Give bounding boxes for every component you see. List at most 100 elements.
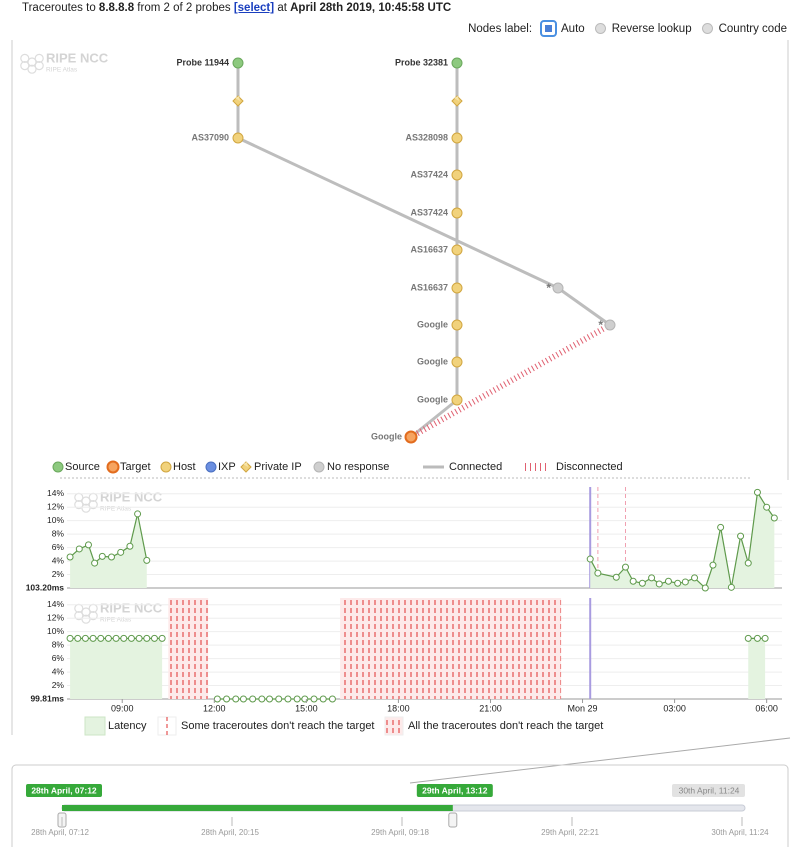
logo-dot [88,610,98,621]
latency-point [648,574,656,582]
legend-item: Host [160,461,196,473]
latency-point [84,541,92,549]
watermark-title: RIPE NCC [100,489,163,504]
y-tick-label: 8% [52,528,65,538]
latency-point [66,634,74,642]
node-label: Google [417,356,448,366]
node-label: AS16637 [410,282,448,292]
logo-dot [81,503,91,513]
x-tick-label: 03:00 [663,703,686,713]
legend-item: Target [106,460,151,474]
y-tick-label: 6% [52,542,65,552]
logo-dot [27,57,37,67]
legend-label: Latency [108,720,147,732]
node-label: Google [417,394,448,404]
timeline-end-label: 30th April, 11:24 [679,785,740,795]
latency-point [744,634,752,642]
latency-point [81,634,89,642]
node-label: AS37424 [410,207,448,217]
latency-point [117,548,125,556]
latency-point [134,510,142,518]
nodes-label-title: Nodes label: [468,22,533,35]
logo-dot [74,500,84,510]
latency-point [266,695,274,703]
timeline-label-box [26,784,102,797]
radio[interactable] [701,23,713,34]
latency-point [310,695,318,703]
latency-point [655,580,663,588]
radio-option[interactable]: Reverse lookup [594,22,692,35]
unreachable-range [168,598,209,699]
node-label: Google [371,431,402,441]
latency-point [763,503,771,511]
latency-point [158,634,166,642]
radio-label: Auto [561,22,585,35]
legend-label: IXP [218,461,236,473]
node-label: Probe 32381 [395,57,448,67]
timeline-tick-label: 28th April, 20:15 [201,828,259,837]
latency-point [120,634,128,642]
legend-label: No response [327,461,389,473]
node-host [451,207,463,219]
header-text: at [277,2,287,14]
y-tick-label: 12% [47,501,64,511]
radio[interactable] [594,23,606,34]
legend-label: Source [65,461,100,473]
latency-point [328,695,336,703]
node-target [106,460,120,474]
node-host [451,282,463,294]
latency-point [232,695,240,703]
node-host [451,319,463,331]
y-tick-label: 10% [47,626,64,636]
watermark-subtitle: RIPE Atlas [100,617,132,624]
nodes-label: Nodes label: Auto Reverse lookup Country c… [468,20,787,37]
radio-option[interactable]: Auto [540,20,585,37]
latency-area [590,492,775,588]
latency-point [612,573,620,581]
node-noresponse [313,461,325,473]
node-noresponse [552,282,564,294]
node-source [232,57,244,69]
node-target [404,430,418,444]
header-text: Traceroutes to [22,2,96,14]
node-host [451,356,463,368]
legend-item: Source [52,461,100,473]
logo-dot [34,53,44,64]
latency-point [249,695,257,703]
timeline-selection-label: 29th April, 13:12 [422,785,488,795]
latency-point [91,559,99,567]
latency-point [727,583,735,591]
node-source [451,57,463,69]
x-tick-label: 18:00 [387,703,410,713]
latency-point [98,552,106,560]
radio[interactable] [540,20,558,37]
legend-label: Private IP [254,461,302,473]
x-tick-label: 06:00 [755,703,778,713]
legend-item: Private IP [240,461,302,473]
radio-option[interactable]: Country code [701,23,787,35]
latency-point [629,577,637,585]
latency-point [284,695,292,703]
radio-label: Reverse lookup [611,22,692,35]
legend-item: Connected [423,461,502,473]
latency-point [744,559,752,567]
edge-connected [557,286,611,327]
latency-point [223,695,231,703]
node-private-half [235,96,240,101]
y-tick-label: 4% [52,666,65,676]
legend-label: Disconnected [556,461,623,473]
y-tick-label: 2% [52,569,65,579]
node-private [451,95,463,107]
timeline-selection [62,805,453,811]
edge-connected [410,398,458,439]
timeline-tick-label: 28th April, 07:12 [31,828,89,837]
logo-dot [74,610,84,621]
select-link[interactable]: [select] [233,2,275,14]
edge-connected [237,136,559,290]
legend-label: Connected [449,461,502,473]
node-host [451,244,463,256]
latency-point [681,578,689,586]
logo-dot [34,60,44,71]
node-label: AS328098 [405,132,448,142]
